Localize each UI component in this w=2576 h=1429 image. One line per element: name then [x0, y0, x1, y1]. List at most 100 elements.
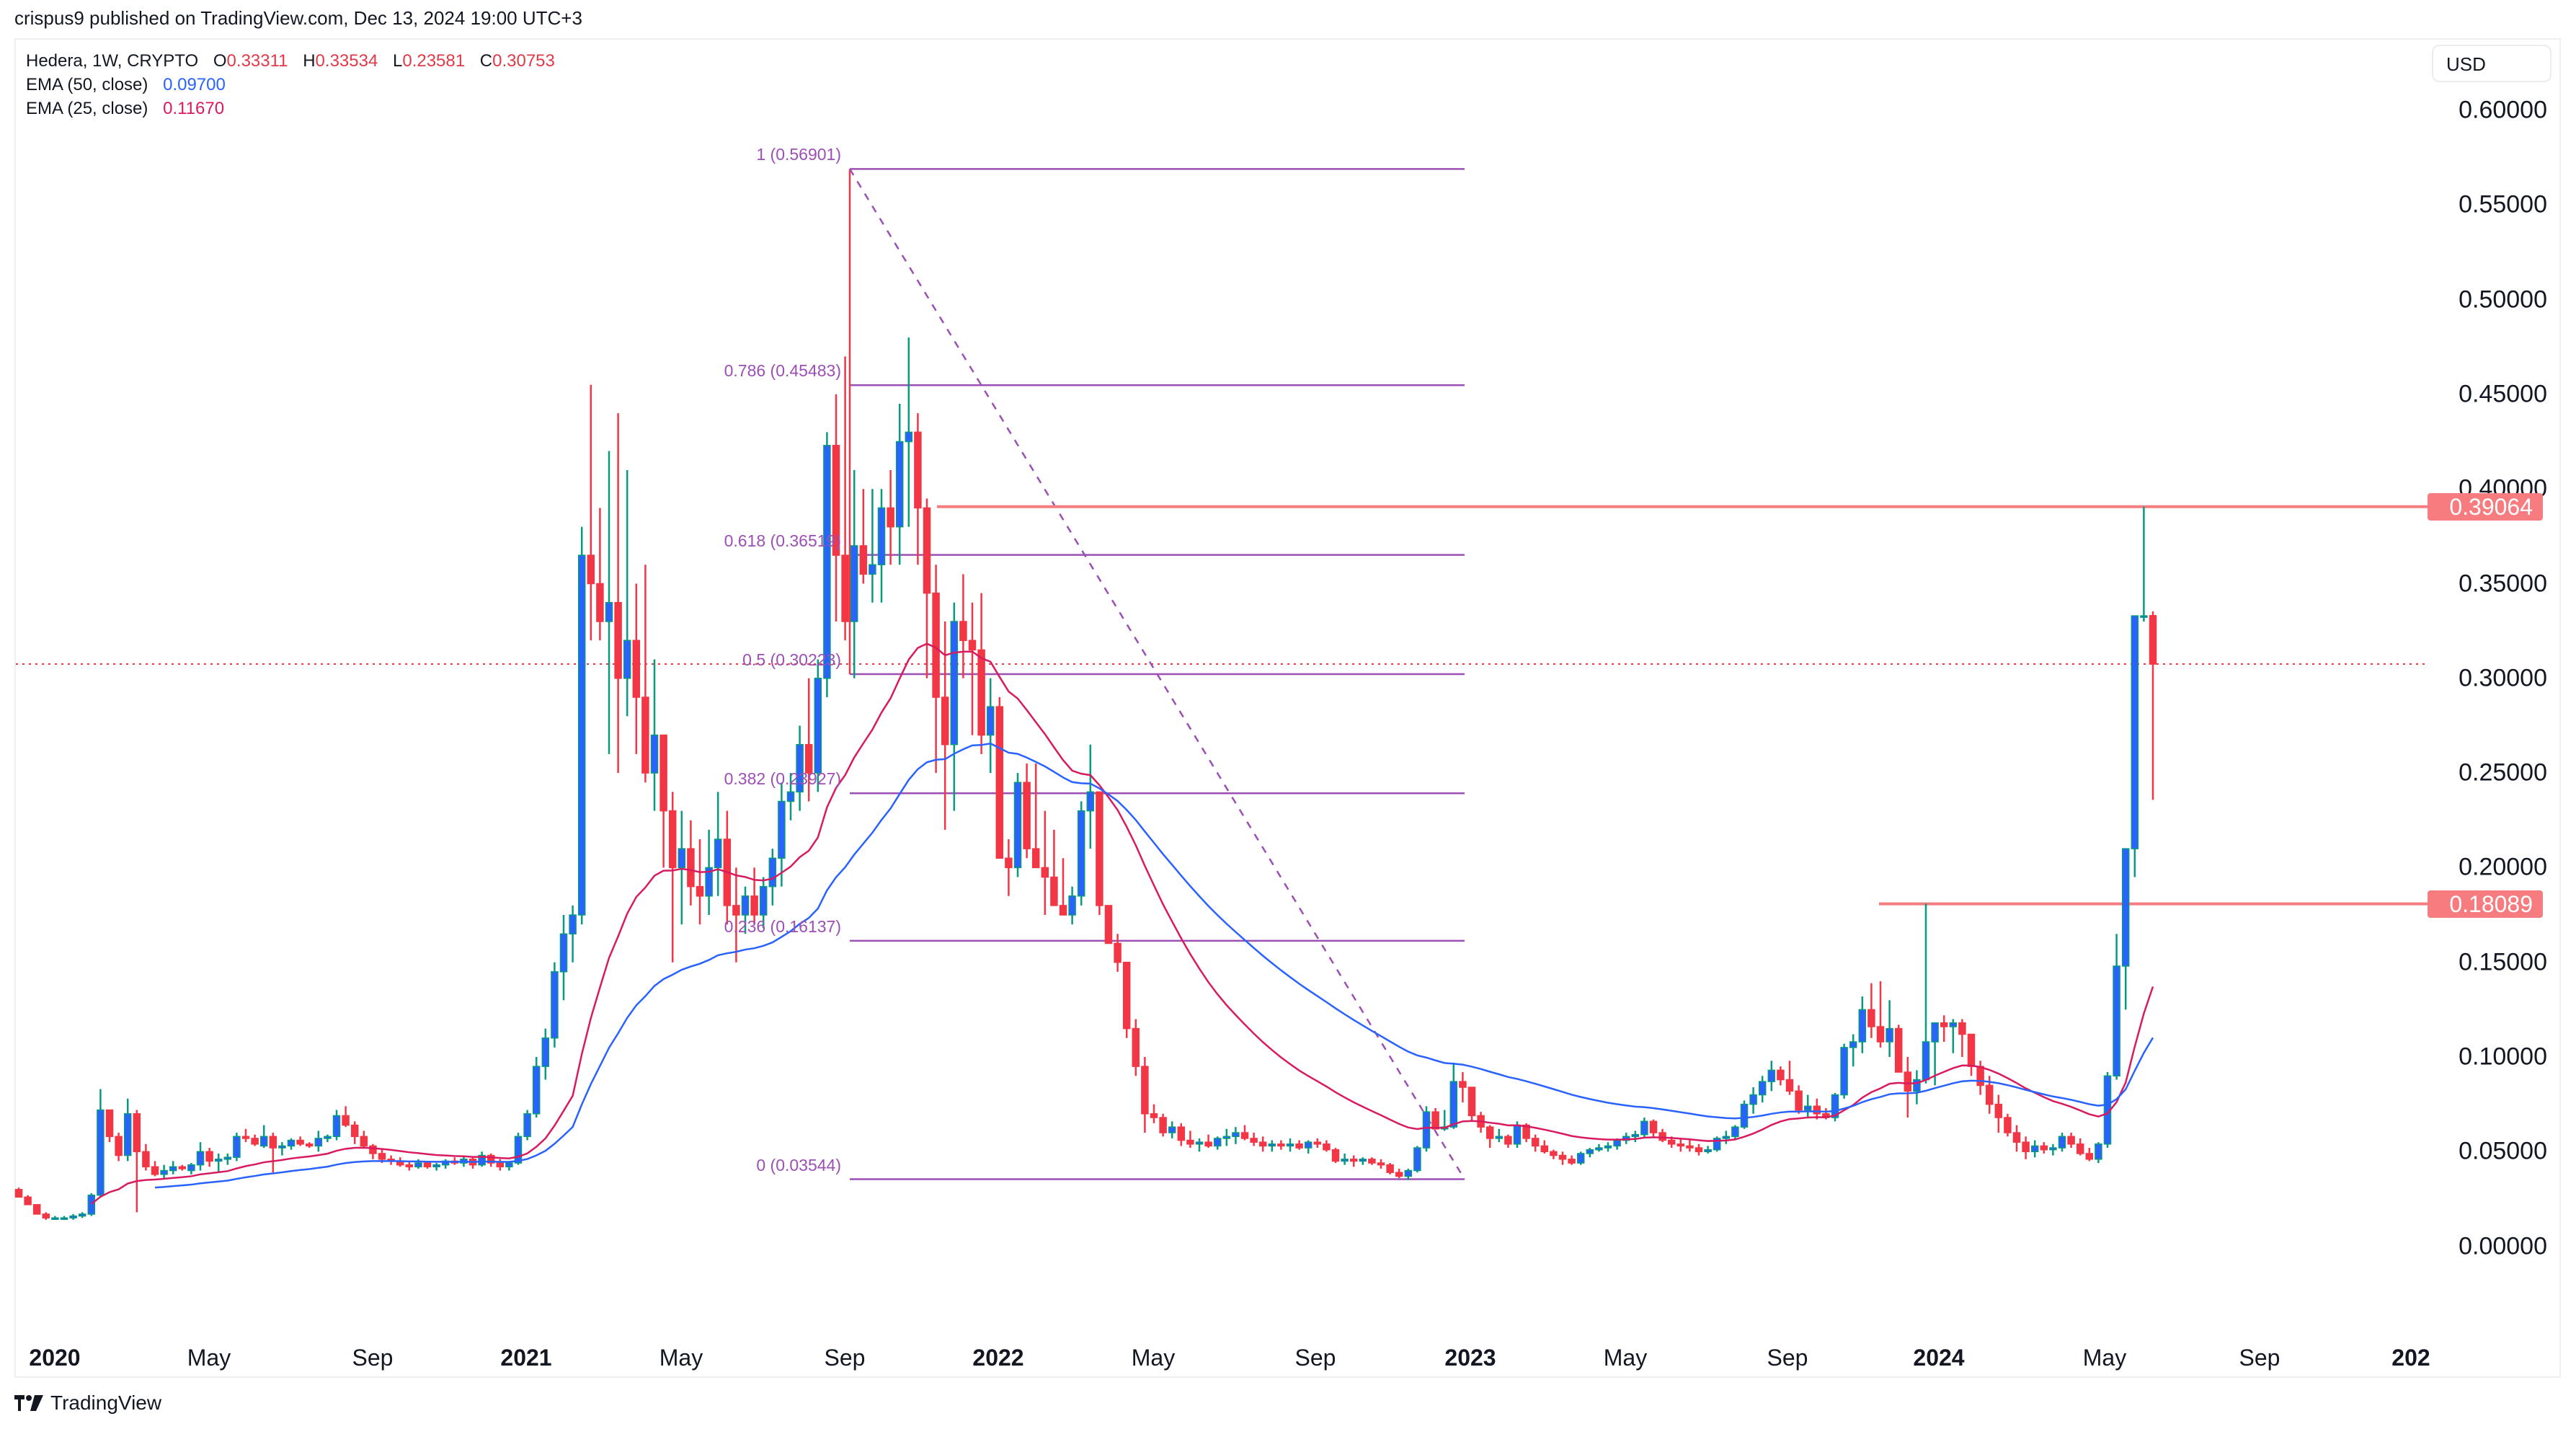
candle-bull — [123, 1113, 132, 1156]
candle-bull — [950, 621, 959, 746]
candle-bear — [142, 1151, 150, 1168]
candle-bull — [1831, 1094, 1839, 1118]
candle-bull — [1195, 1141, 1204, 1145]
candle-bear — [1894, 1027, 1903, 1073]
candle-bull — [2095, 1143, 2102, 1160]
candle-bear — [832, 445, 840, 556]
candle-bull — [1731, 1126, 1739, 1138]
candle-bull — [714, 839, 722, 869]
candle-bull — [2131, 615, 2139, 849]
time-tick-label: Sep — [824, 1345, 866, 1371]
price-tick-label: 0.05000 — [2459, 1137, 2547, 1165]
candle-bull — [1931, 1022, 1939, 1043]
candle-bear — [1467, 1087, 1476, 1117]
candle-bear — [1031, 848, 1040, 869]
candle-bull — [169, 1166, 177, 1172]
candle-bear — [378, 1153, 386, 1160]
candle-bear — [923, 507, 931, 594]
candle-bear — [1104, 905, 1113, 944]
candle-bear — [105, 1109, 114, 1138]
candle-bull — [569, 914, 577, 935]
candle-bull — [1949, 1022, 1958, 1027]
candle-bear — [1096, 791, 1103, 906]
candle-bear — [732, 905, 740, 916]
candle-bull — [768, 857, 777, 888]
tradingview-brand[interactable]: TradingView — [14, 1392, 161, 1415]
candle-bear — [423, 1162, 432, 1168]
candle-bear — [804, 743, 813, 774]
candle-bear — [1985, 1084, 1994, 1105]
price-tick-label: 0.30000 — [2459, 664, 2547, 692]
candle-bull — [1849, 1041, 1857, 1048]
candle-bear — [1967, 1033, 1976, 1067]
candle-bull — [678, 848, 686, 869]
candle-bear — [115, 1136, 123, 1156]
candle-bear — [1240, 1132, 1249, 1139]
legend-ema50-row[interactable]: EMA (50, close) 0.09700 — [26, 73, 555, 97]
candle-bear — [632, 640, 641, 698]
candle-bull — [823, 445, 831, 679]
candle-bear — [687, 848, 695, 888]
candle-bear — [2067, 1136, 2075, 1145]
candle-bear — [1658, 1132, 1666, 1141]
price-tick-label: 0.10000 — [2459, 1043, 2547, 1071]
candle-bull — [623, 640, 631, 679]
ema25-label: EMA (25, close) — [26, 99, 148, 118]
candle-bear — [1649, 1120, 1658, 1133]
ema50-value: 0.09700 — [163, 75, 226, 94]
fib-level-label: 0.786 (0.45483) — [724, 361, 841, 381]
candle-bear — [614, 602, 622, 679]
candle-bull — [314, 1138, 323, 1147]
candle-bear — [1540, 1145, 1549, 1153]
candle-bear — [1258, 1141, 1267, 1147]
price-tick-label: 0.50000 — [2459, 286, 2547, 314]
fib-level-label: 0.5 (0.30223) — [742, 650, 841, 669]
candle-bear — [1141, 1066, 1149, 1115]
legend-ema25-row[interactable]: EMA (25, close) 0.11670 — [26, 97, 555, 120]
open-label: O — [213, 51, 227, 71]
candle-bull — [1640, 1120, 1648, 1136]
fib-level-label: 0.618 (0.36519) — [724, 531, 841, 550]
candle-bear — [914, 431, 922, 509]
candle-bear — [151, 1166, 159, 1175]
candle-bull — [1576, 1153, 1585, 1164]
candle-bear — [1676, 1143, 1685, 1147]
candle-bear — [1277, 1143, 1285, 1147]
candle-bear — [696, 885, 704, 897]
candle-bull — [1013, 782, 1022, 869]
candle-bull — [551, 971, 559, 1039]
candle-bull — [1359, 1159, 1367, 1162]
candle-bull — [814, 678, 822, 774]
chart-legend: Hedera, 1W, CRYPTO O0.33311 H0.33534 L0.… — [26, 49, 555, 120]
candle-bull — [514, 1136, 523, 1164]
candle-bull — [1604, 1145, 1612, 1149]
currency-button[interactable]: USD — [2432, 45, 2551, 82]
price-tick-label: 0.55000 — [2459, 190, 2547, 218]
candle-bull — [778, 800, 786, 859]
candle-bear — [1377, 1162, 1385, 1166]
candle-bull — [895, 441, 904, 528]
time-tick-label: Sep — [1767, 1345, 1808, 1371]
candle-bull — [1077, 810, 1085, 897]
candle-bull — [2049, 1147, 2057, 1151]
candle-bull — [78, 1213, 86, 1217]
candle-bull — [1886, 1027, 1893, 1043]
legend-symbol-row[interactable]: Hedera, 1W, CRYPTO O0.33311 H0.33534 L0.… — [26, 49, 555, 73]
time-tick-label: Sep — [2239, 1345, 2280, 1371]
candle-bull — [786, 791, 795, 802]
candle-bull — [1449, 1081, 1458, 1128]
candle-bull — [1613, 1139, 1621, 1147]
candle-bear — [1459, 1081, 1467, 1088]
candle-bear — [1331, 1149, 1340, 1162]
time-tick-label: Sep — [1294, 1345, 1336, 1371]
candle-bull — [523, 1113, 531, 1138]
candle-bull — [850, 545, 858, 622]
candle-bull — [233, 1136, 241, 1158]
candle-bear — [641, 696, 649, 774]
time-tick-label: 202 — [2391, 1345, 2430, 1371]
fib-level-label: 1 (0.56901) — [756, 145, 841, 164]
candle-bear — [1994, 1103, 2003, 1118]
candle-bear — [659, 734, 667, 812]
candle-bull — [1767, 1069, 1776, 1082]
